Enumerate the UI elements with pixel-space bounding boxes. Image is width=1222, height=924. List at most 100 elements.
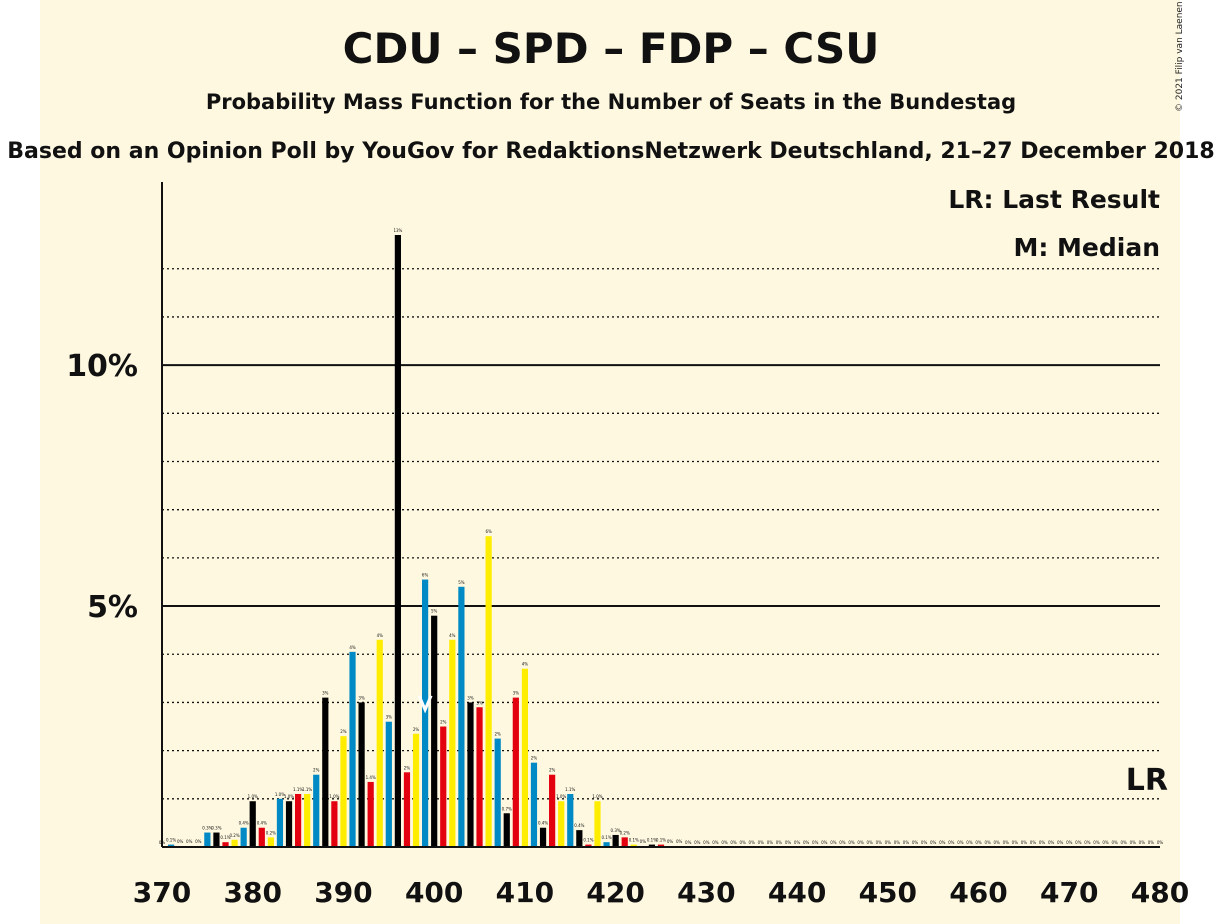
bar-label-452: 0% <box>903 840 910 845</box>
bar-label-413: 2% <box>549 768 556 773</box>
bar-label-457: 0% <box>948 840 955 845</box>
bar-label-408: 0.7% <box>502 806 512 811</box>
bar-seat-398 <box>412 733 420 847</box>
bar-seat-422 <box>630 844 637 847</box>
bar-label-472: 0% <box>1084 840 1091 845</box>
bar-label-465: 0% <box>1021 840 1028 845</box>
x-tick-label: 410 <box>496 876 554 909</box>
bar-seat-391 <box>349 651 356 847</box>
bar-label-433: 0% <box>730 840 737 845</box>
bar-label-436: 0% <box>758 840 765 845</box>
bar-label-380: 1.0% <box>248 794 258 799</box>
median-marker <box>417 695 433 714</box>
bar-label-404: 3% <box>467 695 474 700</box>
bar-seat-379 <box>240 827 247 847</box>
bar-seat-376 <box>213 832 220 847</box>
bar-label-375: 0.3% <box>202 826 212 831</box>
bar-seat-396 <box>394 235 401 847</box>
y-tick-label: 10% <box>66 349 138 384</box>
chart-background <box>40 0 1180 924</box>
bar-seat-416 <box>576 830 583 847</box>
bar-label-410: 4% <box>522 662 529 667</box>
x-tick-label: 430 <box>677 876 735 909</box>
bar-label-462: 0% <box>994 840 1001 845</box>
bar-seat-371 <box>167 844 175 847</box>
bar-label-441: 0% <box>803 840 810 845</box>
bar-label-426: 0% <box>667 839 674 844</box>
bar-label-467: 0% <box>1039 840 1046 845</box>
bar-seat-417 <box>585 844 592 847</box>
bar-label-383: 1.0% <box>275 792 285 797</box>
bar-label-409: 3% <box>513 691 520 696</box>
bar-seat-390 <box>340 736 347 847</box>
bar-label-422: 0.1% <box>629 838 639 843</box>
bar-label-429: 0% <box>694 840 701 845</box>
bar-seat-389 <box>331 801 338 847</box>
bar-label-428: 0% <box>685 840 692 845</box>
bar-label-454: 0% <box>921 840 928 845</box>
bar-label-449: 0% <box>876 840 883 845</box>
bar-label-445: 0% <box>839 840 846 845</box>
bar-seat-420 <box>612 834 619 847</box>
bar-label-453: 0% <box>912 840 919 845</box>
bar-label-417: 0.1% <box>583 838 593 843</box>
bar-seat-386 <box>304 793 311 847</box>
bar-label-379: 0.4% <box>239 821 249 826</box>
x-tick-label: 440 <box>768 876 826 909</box>
bar-label-411: 2% <box>531 756 538 761</box>
bar-seat-384 <box>285 801 293 847</box>
bar-label-388: 3% <box>322 691 329 696</box>
bar-label-459: 0% <box>966 840 973 845</box>
bar-label-448: 0% <box>866 840 873 845</box>
bar-label-382: 0.2% <box>266 830 276 835</box>
bar-label-437: 0% <box>767 840 774 845</box>
bar-label-480: 0% <box>1157 840 1164 845</box>
bar-label-412: 0.4% <box>538 821 548 826</box>
bar-label-405: 3% <box>476 700 483 705</box>
bar-seat-392 <box>358 702 365 847</box>
x-tick-label: 460 <box>949 876 1007 909</box>
bar-label-473: 0% <box>1093 840 1100 845</box>
bar-label-423: 0% <box>640 839 647 844</box>
bar-label-399: 6% <box>422 573 429 578</box>
bar-seat-410 <box>521 668 529 847</box>
bar-seat-388 <box>322 697 329 847</box>
bar-label-474: 0% <box>1102 840 1109 845</box>
bar-label-456: 0% <box>939 840 946 845</box>
bar-seat-414 <box>558 801 565 847</box>
bar-seat-375 <box>204 832 211 847</box>
bar-label-466: 0% <box>1030 840 1037 845</box>
bar-label-427: 0% <box>676 839 683 844</box>
legend-median: M: Median <box>1013 233 1160 262</box>
bar-seat-377 <box>222 842 229 847</box>
bar-seat-411 <box>530 762 538 847</box>
bar-label-463: 0% <box>1003 840 1010 845</box>
bar-label-391: 4% <box>349 645 356 650</box>
bar-label-385: 1.1% <box>293 787 303 792</box>
bar-label-460: 0% <box>975 840 982 845</box>
bar-seat-409 <box>512 697 519 847</box>
bar-label-415: 1.1% <box>565 787 575 792</box>
bar-label-434: 0% <box>739 840 746 845</box>
bar-label-390: 2% <box>340 729 347 734</box>
bar-label-477: 0% <box>1130 840 1137 845</box>
bar-label-435: 0% <box>749 840 756 845</box>
bar-seat-381 <box>258 827 265 847</box>
bar-label-395: 3% <box>386 715 393 720</box>
bar-label-371: 0.1% <box>166 838 176 843</box>
x-tick-label: 450 <box>859 876 917 909</box>
bar-label-419: 0.1% <box>601 835 611 840</box>
bar-label-464: 0% <box>1012 840 1019 845</box>
bar-seat-394 <box>376 639 383 847</box>
bar-label-392: 3% <box>358 695 365 700</box>
bar-label-378: 0.2% <box>229 833 239 838</box>
bar-label-381: 0.4% <box>257 821 267 826</box>
bar-label-451: 0% <box>894 840 901 845</box>
bar-seat-380 <box>249 801 256 847</box>
x-tick-label: 480 <box>1131 876 1189 909</box>
bar-seat-412 <box>539 827 547 847</box>
x-tick-label: 470 <box>1040 876 1098 909</box>
bar-seat-397 <box>403 772 411 847</box>
